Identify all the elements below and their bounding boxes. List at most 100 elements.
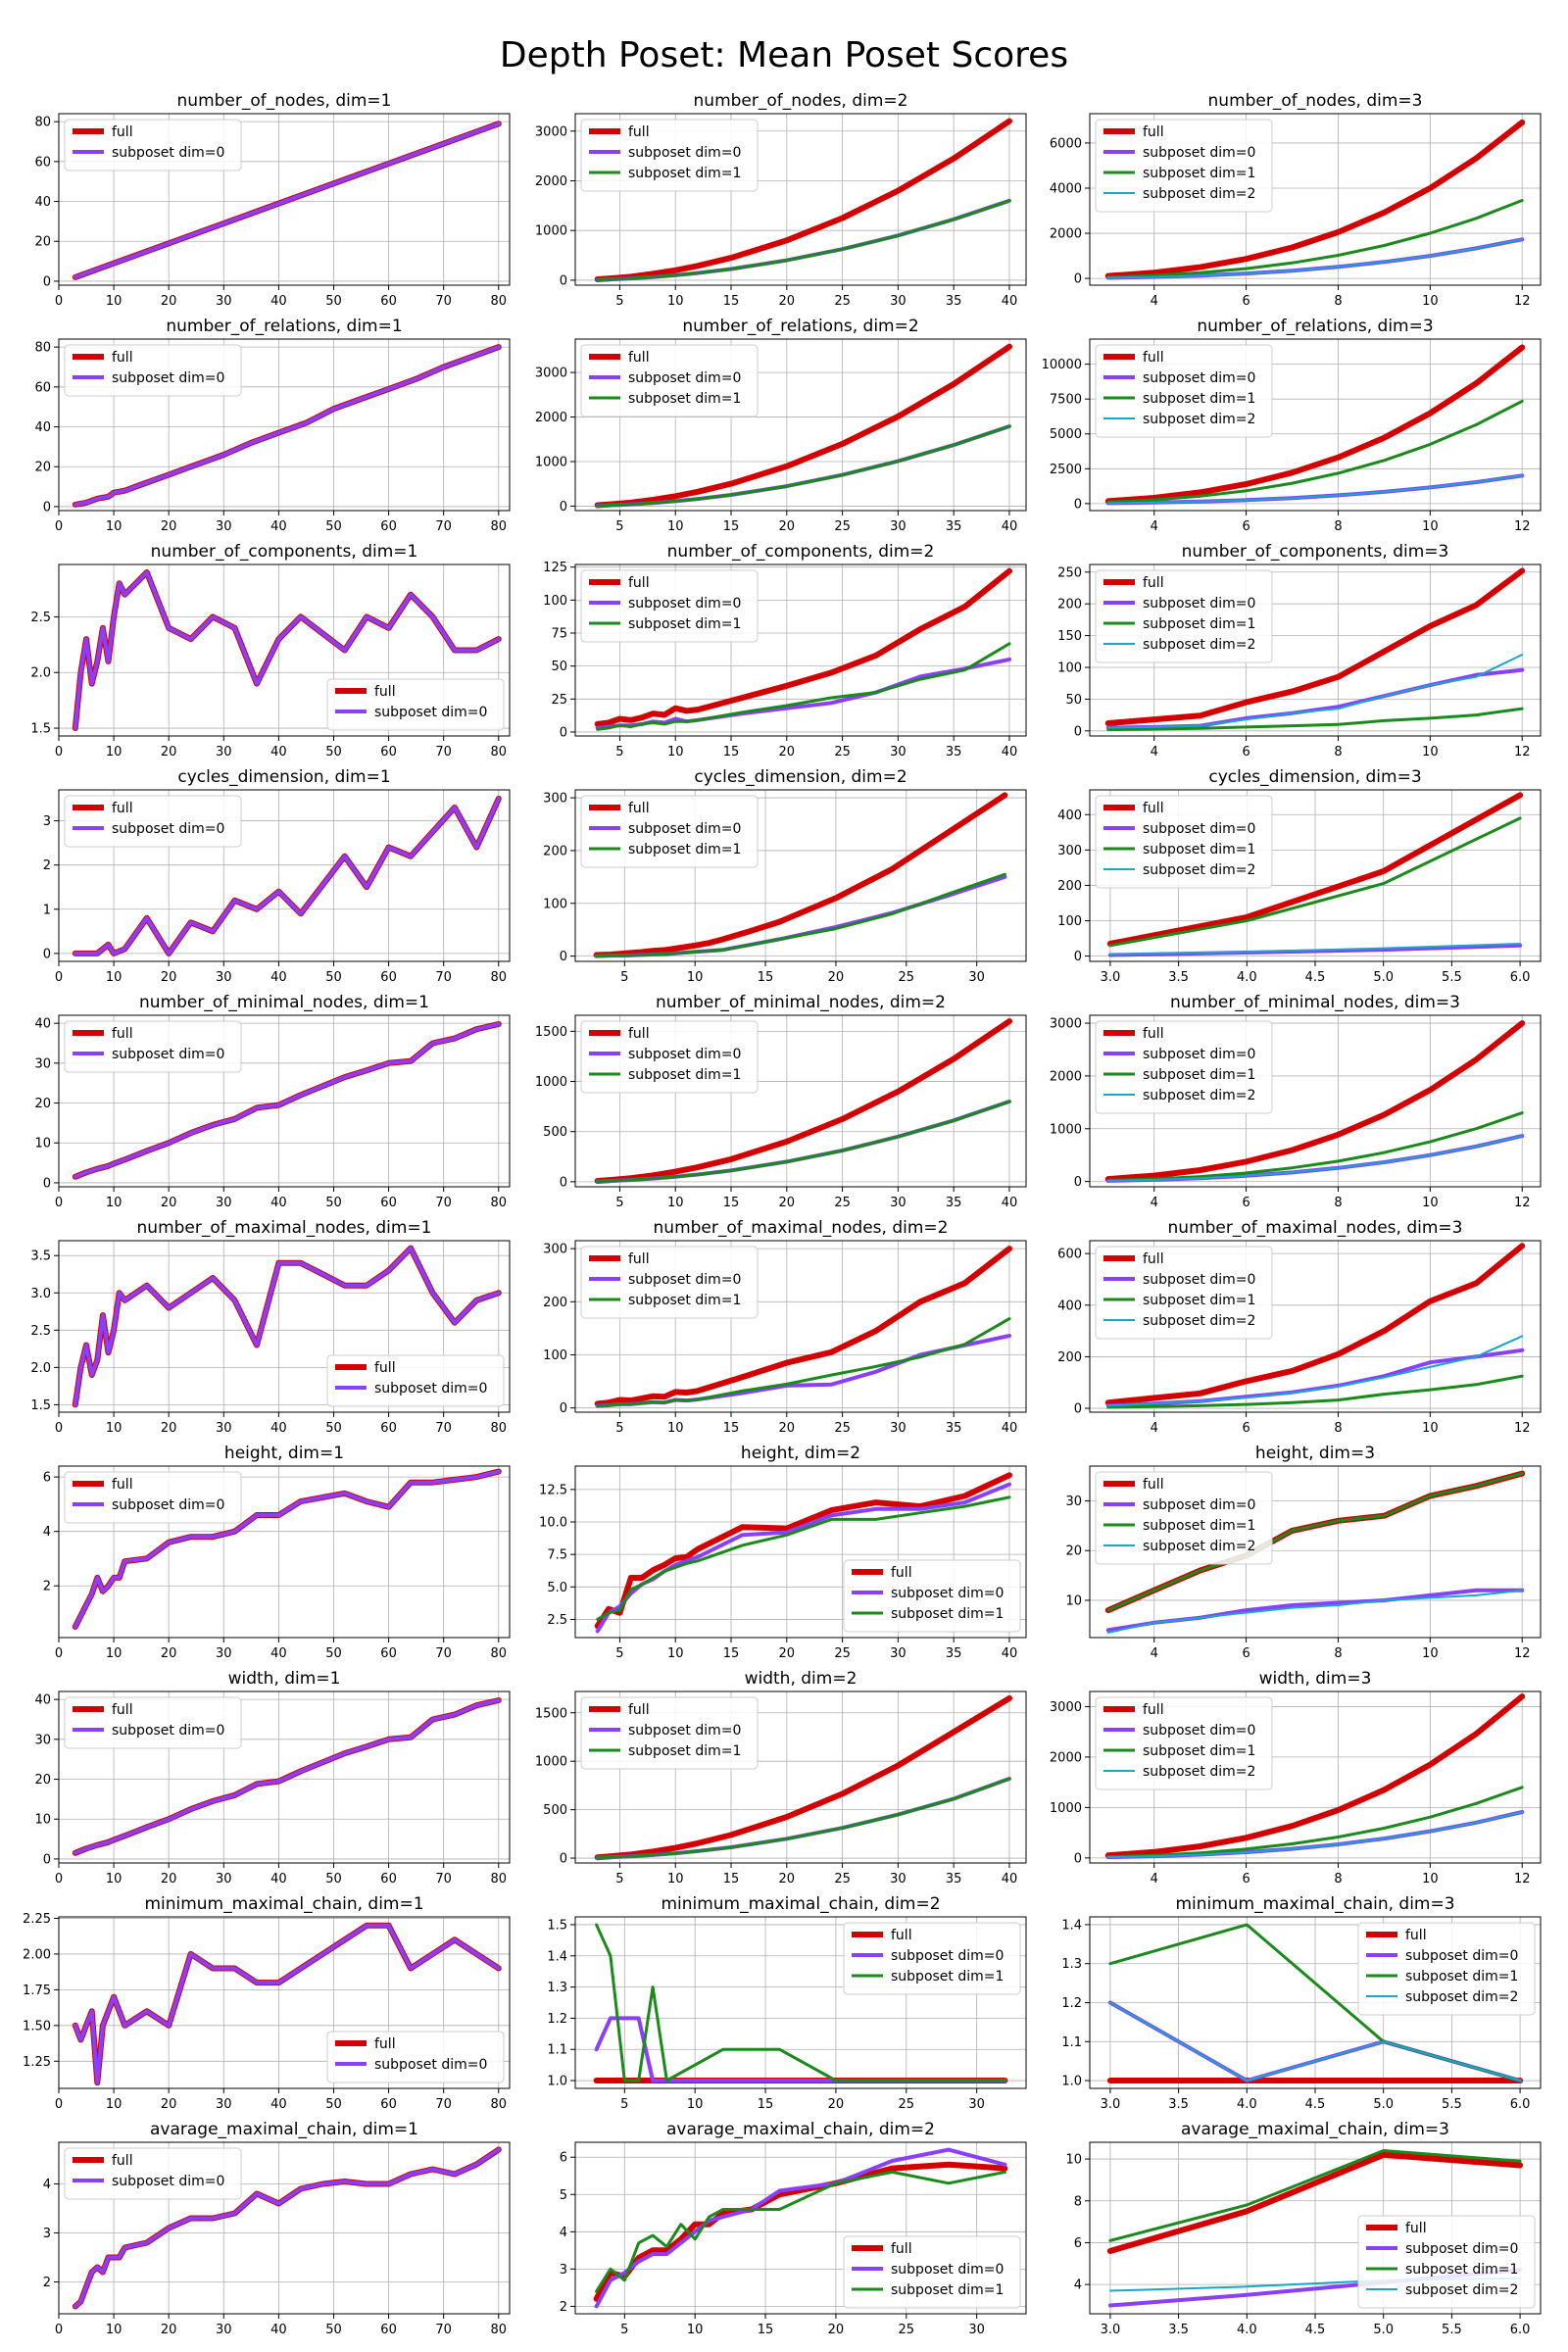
x-tick-label: 20 [161, 1196, 177, 1210]
legend-label: full [112, 124, 133, 140]
x-tick-label: 10 [667, 519, 684, 534]
chart-title: number_of_maximal_nodes, dim=3 [1168, 1218, 1463, 1238]
legend: full subposet dim=0 subposet dim=1 [580, 795, 759, 868]
x-tick-label: 30 [216, 519, 232, 534]
x-tick-label: 5 [620, 970, 628, 985]
y-tick-label: 7500 [1050, 393, 1082, 408]
series-line [1104, 344, 1526, 505]
x-tick-label: 40 [270, 745, 287, 760]
axes-frame [1089, 2141, 1542, 2315]
legend-label: subposet dim=0 [1143, 145, 1255, 161]
legend-label: subposet dim=0 [112, 145, 224, 161]
legend-box [843, 1559, 1021, 1633]
legend: full subposet dim=0 subposet dim=1 subposet… [1357, 2215, 1536, 2309]
series-line [1104, 119, 1526, 279]
x-tick-label: 6.0 [1510, 970, 1531, 985]
legend-label: subposet dim=1 [1143, 842, 1255, 858]
x-tick-label: 80 [491, 970, 508, 985]
x-tick-label: 30 [890, 519, 906, 534]
x-tick-label: 80 [491, 1421, 508, 1436]
x-tick-label: 6 [1242, 294, 1250, 309]
x-tick-label: 40 [270, 2323, 287, 2337]
axes-frame [58, 564, 511, 737]
y-tick-label: 6 [43, 1471, 51, 1486]
x-tick-label: 30 [216, 294, 232, 309]
axes-frame [1089, 1465, 1542, 1639]
x-tick-label: 70 [435, 1421, 452, 1436]
x-tick-label: 12 [1514, 745, 1531, 760]
x-tick-label: 40 [270, 1196, 287, 1210]
x-tick-label: 70 [435, 1646, 452, 1661]
x-tick-label: 15 [723, 1196, 740, 1210]
axes-frame [574, 789, 1027, 962]
x-tick-label: 60 [380, 1646, 397, 1661]
chart-title: avarage_maximal_chain, dim=2 [666, 2120, 935, 2139]
chart-title: height, dim=1 [224, 1444, 344, 1463]
y-tick-label: 400 [1057, 808, 1082, 823]
chart-panel: avarage_maximal_chain, dim=1 0 10 20 30 40 50 6… [43, 2120, 511, 2337]
chart-title: number_of_components, dim=1 [151, 542, 418, 562]
x-tick-label: 8 [1334, 745, 1342, 760]
x-tick-label: 25 [899, 970, 915, 985]
legend-label: subposet dim=2 [1143, 1539, 1255, 1554]
x-tick-label: 20 [779, 294, 796, 309]
legend-label: subposet dim=1 [628, 1067, 741, 1083]
x-tick-label: 6.0 [1510, 2323, 1531, 2337]
y-tick-label: 4 [43, 1525, 51, 1540]
x-tick-label: 10 [1422, 519, 1439, 534]
x-tick-label: 0 [55, 294, 63, 309]
chart-panel: number_of_relations, dim=3 4 6 8 10 12 0 2500 50… [1042, 317, 1542, 534]
series-line [73, 570, 501, 730]
chart-title: height, dim=2 [741, 1444, 860, 1463]
y-tick-label: 0 [1074, 1851, 1082, 1866]
y-tick-label: 10000 [1042, 358, 1082, 372]
x-tick-label: 30 [890, 1872, 906, 1886]
x-tick-label: 25 [834, 1646, 851, 1661]
x-tick-label: 4 [1151, 1421, 1158, 1436]
x-tick-label: 10 [1422, 294, 1439, 309]
series-line [73, 1246, 501, 1407]
x-tick-label: 5 [615, 519, 623, 534]
y-tick-label: 10 [34, 1137, 51, 1152]
legend-box [1095, 344, 1273, 438]
y-tick-label: 250 [1057, 565, 1082, 580]
x-tick-label: 6 [1242, 745, 1250, 760]
legend-label: full [112, 1477, 133, 1493]
x-tick-label: 60 [380, 2097, 397, 2112]
x-tick-label: 40 [270, 294, 287, 309]
x-tick-label: 30 [968, 2323, 985, 2337]
x-tick-label: 40 [270, 1872, 287, 1886]
legend-label: subposet dim=1 [1143, 616, 1255, 632]
legend-label: subposet dim=1 [628, 1743, 741, 1759]
legend-label: subposet dim=0 [628, 370, 741, 386]
x-tick-label: 10 [687, 970, 704, 985]
x-tick-label: 40 [1002, 745, 1018, 760]
legend-box [326, 1354, 505, 1407]
legend-label: subposet dim=1 [1143, 1067, 1255, 1083]
x-tick-label: 10 [687, 2323, 704, 2337]
legend-label: subposet dim=0 [1143, 1723, 1255, 1739]
y-tick-label: 0 [43, 500, 51, 514]
y-tick-label: 80 [34, 116, 51, 130]
chart-panel: cycles_dimension, dim=25 10 15 20 25 30010020… [543, 767, 1027, 985]
x-tick-label: 4 [1151, 745, 1158, 760]
x-tick-label: 50 [325, 1196, 342, 1210]
legend-label: subposet dim=0 [374, 1381, 487, 1396]
y-tick-label: 1000 [535, 456, 567, 470]
x-tick-label: 80 [491, 1646, 508, 1661]
chart-panel: number_of_relations, dim=1 0 10 20 30 40 50 60 7… [34, 317, 511, 534]
y-tick-label: 1.0 [547, 2075, 567, 2089]
y-tick-label: 20 [34, 461, 51, 475]
series-line [73, 122, 501, 279]
legend-label: subposet dim=2 [1143, 412, 1255, 427]
x-tick-label: 20 [161, 294, 177, 309]
legend-label: subposet dim=0 [112, 1047, 224, 1062]
legend-label: full [1143, 1477, 1164, 1493]
chart-panel: minimum_maximal_chain, dim=3 3.0 3.5 4.0 4.5… [1061, 1894, 1542, 2112]
figure-title: Depth Poset: Mean Poset Scores [499, 35, 1069, 75]
y-tick-label: 0 [560, 273, 567, 288]
legend-box [580, 1020, 759, 1094]
x-tick-label: 30 [968, 970, 985, 985]
y-tick-label: 10 [1065, 2153, 1082, 2168]
axes-frame [58, 338, 511, 512]
